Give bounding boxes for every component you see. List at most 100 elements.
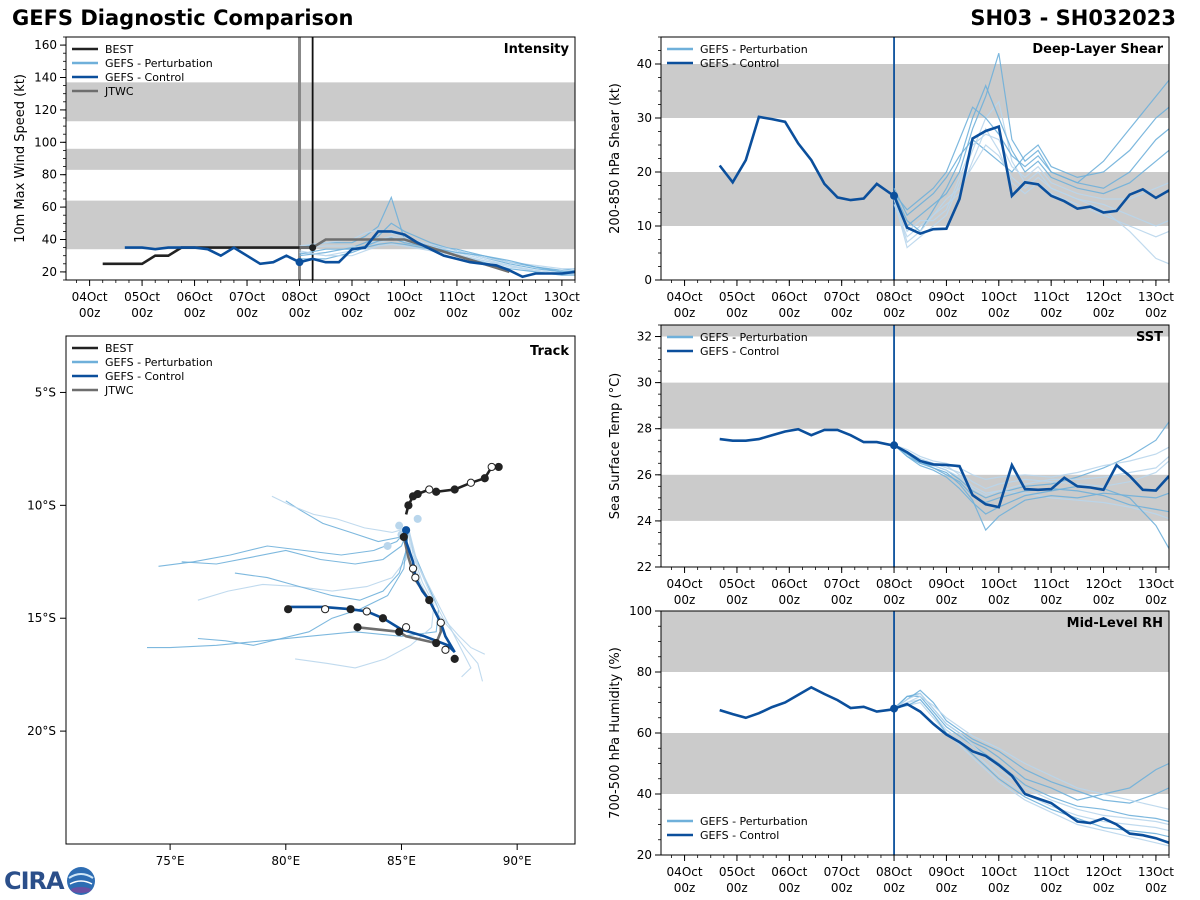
shear-perturbation-line: [893, 53, 1169, 227]
intensity-x-tick-day: 13Oct: [544, 290, 580, 304]
intensity-x-tick-day: 07Oct: [229, 290, 265, 304]
shear-y-tick-label: 10: [637, 219, 652, 233]
intensity-y-tick-label: 160: [34, 38, 57, 52]
track-perturbation-line: [407, 527, 484, 682]
track-y-tick-label: 5°S: [35, 385, 56, 399]
track-control-point: [402, 526, 411, 535]
track-perturbation-point: [383, 541, 392, 550]
intensity-x-tick-hour: 00z: [394, 306, 416, 320]
shear-plot-area: [718, 37, 1169, 280]
sst-x-tick-hour: 00z: [831, 593, 853, 607]
intensity-x-tick-hour: 00z: [236, 306, 258, 320]
shear-perturbation-line: [893, 106, 1169, 211]
track-perturbation-line: [407, 527, 486, 655]
sst-x-tick-day: 11Oct: [1033, 577, 1069, 591]
intensity-x-tick-day: 10Oct: [386, 290, 422, 304]
intensity-x-tick-hour: 00z: [131, 306, 153, 320]
shear-x-tick-hour: 00z: [988, 306, 1010, 320]
sst-panel: 22 24 26 28 30 32 04Oct 00z 05Oct 00z 06Oct 00z 07Oc…: [608, 324, 1174, 607]
intensity-y-tick-label: 120: [34, 103, 57, 117]
sst-x-tick-hour: 00z: [936, 593, 958, 607]
intensity-init-point: [295, 258, 304, 267]
track-jtwc-point: [399, 532, 408, 542]
rh-init-point: [890, 704, 899, 713]
shear-legend-label: GEFS - Control: [700, 57, 779, 70]
intensity-band: [66, 200, 575, 250]
sst-x-tick-hour: 00z: [1093, 593, 1115, 607]
rh-x-tick-day: 05Oct: [719, 865, 755, 879]
shear-x-tick-hour: 00z: [726, 306, 748, 320]
track-best-point: [480, 474, 489, 483]
sst-x-tick-day: 12Oct: [1086, 577, 1122, 591]
intensity-x-tick-hour: 00z: [184, 306, 206, 320]
intensity-y-tick-label: 40: [42, 233, 57, 247]
rh-y-tick-label: 100: [629, 604, 652, 618]
sst-y-tick-label: 28: [637, 422, 652, 436]
track-legend-label: BEST: [105, 342, 133, 355]
rh-x-tick-day: 07Oct: [824, 865, 860, 879]
track-best-point: [466, 478, 475, 487]
track-perturbation-line: [285, 500, 409, 543]
track-legend-label: JTWC: [104, 384, 134, 397]
track-y-tick-label: 10°S: [27, 498, 56, 512]
intensity-x-tick-day: 11Oct: [439, 290, 475, 304]
shear-x-tick-hour: 00z: [674, 306, 696, 320]
sst-x-tick-day: 10Oct: [981, 577, 1017, 591]
shear-x-tick-hour: 00z: [1040, 306, 1062, 320]
intensity-x-tick-day: 09Oct: [334, 290, 370, 304]
intensity-y-axis-label: 10m Max Wind Speed (kt): [13, 74, 28, 243]
track-control-point: [408, 564, 418, 573]
rh-y-tick-label: 60: [637, 726, 652, 740]
intensity-panel: 20 40 60 80 100 120 140 160 04Oct 00z 05Oct 00z 06Oc…: [13, 36, 580, 320]
rh-x-tick-hour: 00z: [988, 881, 1010, 895]
sst-plot-area: [719, 325, 1169, 567]
rh-x-tick-hour: 00z: [779, 881, 801, 895]
sst-x-tick-day: 07Oct: [824, 577, 860, 591]
track-jtwc-point: [395, 627, 404, 636]
track-best-point: [432, 487, 441, 496]
rh-x-tick-hour: 00z: [674, 881, 696, 895]
intensity-legend-label: GEFS - Control: [105, 71, 184, 84]
shear-x-tick-hour: 00z: [831, 306, 853, 320]
sst-band: [661, 474, 1169, 521]
rh-x-tick-hour: 00z: [936, 881, 958, 895]
track-control-point: [441, 645, 450, 654]
sst-perturbation-line: [893, 444, 1169, 490]
sst-y-tick-label: 32: [637, 330, 652, 344]
sst-y-axis-label: Sea Surface Temp (°C): [608, 373, 623, 520]
intensity-x-tick-hour: 00z: [499, 306, 521, 320]
intensity-band: [66, 82, 575, 122]
intensity-x-tick-day: 06Oct: [177, 290, 213, 304]
shear-y-tick-label: 0: [644, 273, 652, 287]
track-perturbation-line: [271, 495, 409, 533]
rh-control-line: [719, 685, 1169, 845]
track-perturbation-line: [234, 527, 409, 601]
shear-x-tick-day: 08Oct: [876, 290, 912, 304]
rh-x-tick-day: 04Oct: [667, 865, 703, 879]
track-jtwc-point: [432, 638, 441, 648]
track-best-point: [494, 462, 503, 472]
rh-panel-title: Mid-Level RH: [1067, 616, 1163, 631]
track-best-point: [450, 485, 459, 494]
shear-x-tick-day: 10Oct: [981, 290, 1017, 304]
shear-x-tick-hour: 00z: [1093, 306, 1115, 320]
track-best-point: [425, 485, 434, 494]
shear-perturbation-line: [893, 100, 1169, 249]
intensity-y-tick-label: 140: [34, 71, 57, 85]
track-perturbation-point: [395, 521, 404, 530]
sst-control-line: [719, 427, 1169, 509]
shear-y-axis-label: 200-850 hPa Shear (kt): [608, 83, 623, 234]
shear-x-tick-day: 09Oct: [928, 290, 964, 304]
sst-x-tick-day: 13Oct: [1138, 577, 1174, 591]
shear-x-tick-day: 06Oct: [771, 290, 807, 304]
intensity-x-tick-hour: 00z: [289, 306, 311, 320]
rh-plot-area: [719, 611, 1169, 855]
sst-legend-label: GEFS - Perturbation: [700, 331, 808, 344]
track-legend-label: GEFS - Control: [105, 370, 184, 383]
track-frame: [65, 335, 576, 845]
rh-x-tick-hour: 00z: [1040, 881, 1062, 895]
shear-panel: 0 10 20 30 40 04Oct 00z 05Oct 00z 06Oct 00z 07Oct 00…: [608, 36, 1174, 320]
sst-x-tick-day: 08Oct: [876, 577, 912, 591]
